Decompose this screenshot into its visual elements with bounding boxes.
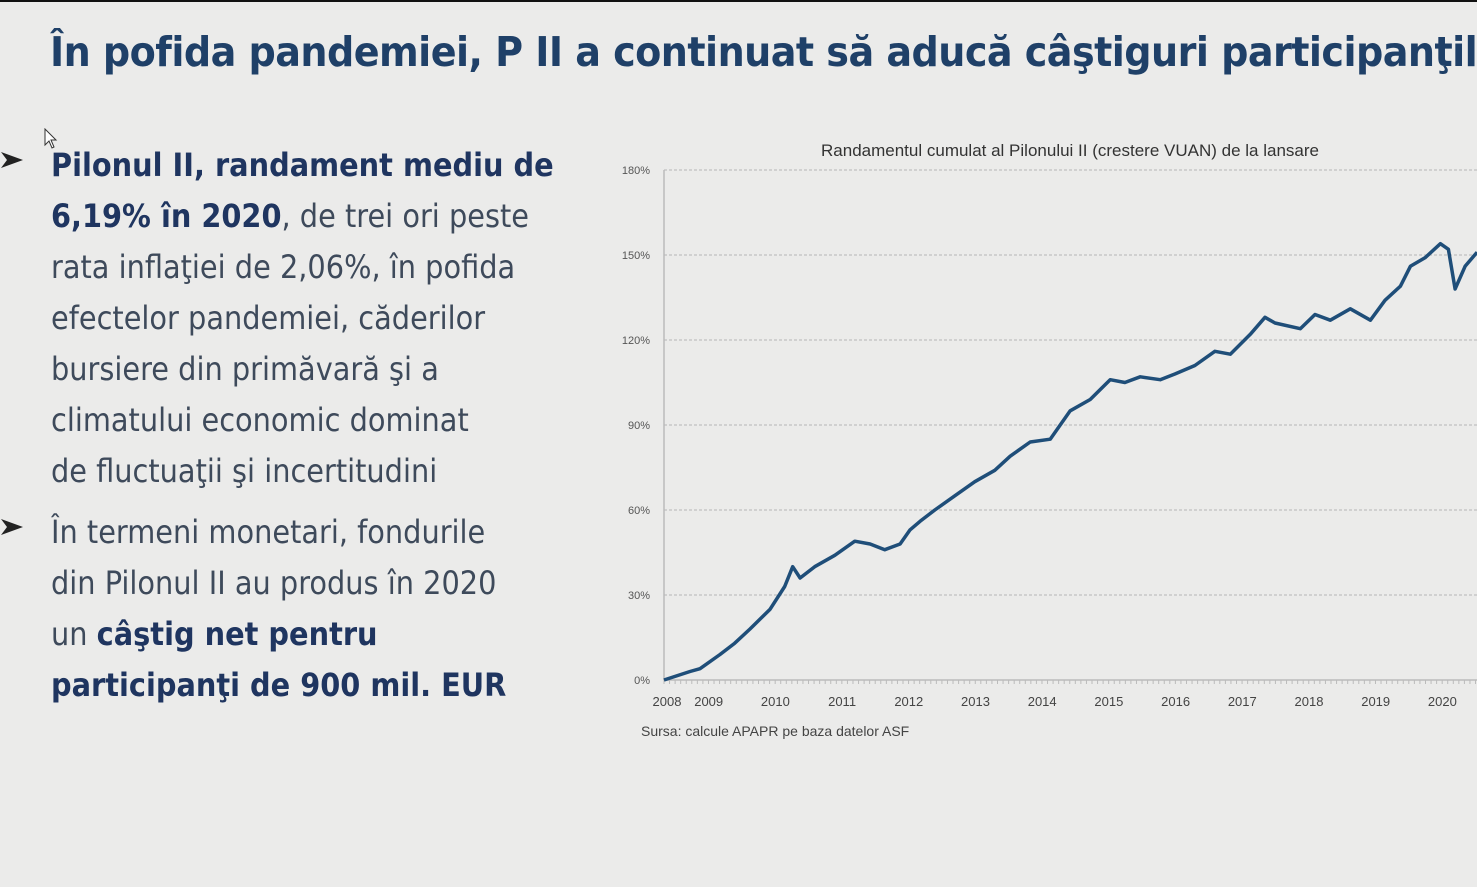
y-tick-label: 30% xyxy=(628,590,650,602)
bullet-line: participanţi de 900 mil. EUR xyxy=(51,660,545,711)
bullet-line: rata inflaţiei de 2,06%, în pofida xyxy=(51,242,545,293)
slide-title: În pofida pandemiei, P II a continuat să… xyxy=(50,28,1477,76)
bullet-list: Pilonul II, randament mediu de 6,19% în 2… xyxy=(0,140,600,711)
series-line xyxy=(663,241,1477,682)
bold-text: Pilonul II, randament mediu de xyxy=(51,146,554,184)
x-tick-label: 2008 xyxy=(653,694,682,709)
chart-title: Randamentul cumulat al Pilonului II (cre… xyxy=(821,141,1319,160)
body-text: , de trei ori peste xyxy=(281,197,529,235)
arrowhead-bullet-icon xyxy=(1,519,23,535)
bullet-line: În termeni monetari, fondurile xyxy=(51,507,545,558)
x-tick-label: 2018 xyxy=(1295,694,1324,709)
y-tick-label: 60% xyxy=(628,505,650,517)
y-tick-label: 150% xyxy=(622,250,650,262)
bullet-line: bursiere din primăvară şi a xyxy=(51,344,545,395)
x-tick-label: 2013 xyxy=(961,694,990,709)
body-text: de fluctuaţii şi incertitudini xyxy=(51,452,438,490)
x-tick-label: 2011 xyxy=(828,694,856,709)
x-tick-label: 2014 xyxy=(1028,694,1057,709)
bullet-item: În termeni monetari, fondurile din Pilonu… xyxy=(0,507,600,711)
y-tick-label: 90% xyxy=(628,420,650,432)
x-tick-label: 2019 xyxy=(1361,694,1390,709)
body-text: un xyxy=(51,615,97,653)
body-text: bursiere din primăvară şi a xyxy=(51,350,439,388)
bold-text: câştig net pentru xyxy=(96,615,378,653)
bullet-line: de fluctuaţii şi incertitudini xyxy=(51,446,545,497)
x-tick-label: 2015 xyxy=(1094,694,1123,709)
x-tick-label: 2009 xyxy=(694,694,723,709)
body-text: din Pilonul II au produs în 2020 xyxy=(51,564,497,602)
x-tick-label: 2017 xyxy=(1228,694,1257,709)
bullet-item: Pilonul II, randament mediu de 6,19% în 2… xyxy=(0,140,600,497)
mouse-cursor-icon xyxy=(44,128,58,149)
x-tick-label: 2020 xyxy=(1428,694,1457,709)
chart-source: Sursa: calcule APAPR pe baza datelor ASF xyxy=(641,723,909,739)
body-text: climatului economic dominat xyxy=(51,401,469,439)
cumulative-return-chart: Randamentul cumulat al Pilonului II (cre… xyxy=(622,141,1477,739)
body-text: efectelor pandemiei, căderilor xyxy=(51,299,486,337)
bullet-line: din Pilonul II au produs în 2020 xyxy=(51,558,545,609)
bold-text: 6,19% în 2020 xyxy=(51,197,282,235)
x-tick-label: 2012 xyxy=(894,694,923,709)
x-tick-label: 2016 xyxy=(1161,694,1190,709)
bullet-line: climatului economic dominat xyxy=(51,395,545,446)
bullet-line: efectelor pandemiei, căderilor xyxy=(51,293,545,344)
bullet-line: Pilonul II, randament mediu de xyxy=(51,140,554,191)
arrowhead-bullet-icon xyxy=(1,152,23,168)
top-border xyxy=(0,0,1477,2)
bold-text: participanţi de 900 mil. EUR xyxy=(51,666,507,704)
y-tick-label: 180% xyxy=(622,165,650,177)
y-tick-label: 0% xyxy=(634,675,650,687)
x-tick-label: 2010 xyxy=(761,694,790,709)
bullet-line: 6,19% în 2020, de trei ori peste xyxy=(51,191,545,242)
body-text: În termeni monetari, fondurile xyxy=(51,513,486,551)
y-tick-label: 120% xyxy=(622,335,650,347)
bullet-line: un câştig net pentru xyxy=(51,609,545,660)
body-text: rata inflaţiei de 2,06%, în pofida xyxy=(51,248,516,286)
